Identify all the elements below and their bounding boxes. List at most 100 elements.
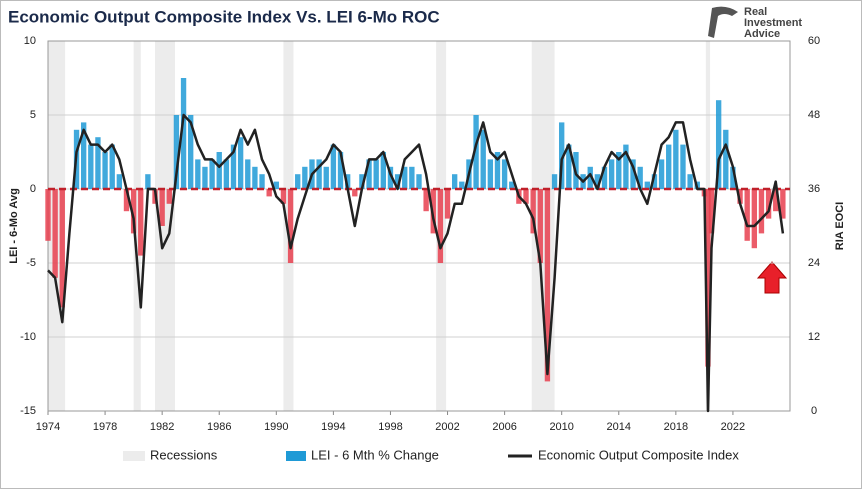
bar xyxy=(123,189,130,212)
bar xyxy=(102,152,108,189)
bar xyxy=(416,174,422,189)
bar xyxy=(509,181,515,189)
bar xyxy=(473,115,479,189)
bar xyxy=(494,152,501,189)
bar xyxy=(459,181,465,189)
bar xyxy=(252,166,258,189)
bar xyxy=(730,166,736,189)
bar xyxy=(287,189,294,263)
bar xyxy=(651,174,658,189)
line xyxy=(47,113,785,413)
x-tick-label: 1998 xyxy=(378,421,402,433)
bar xyxy=(188,115,194,189)
bar xyxy=(116,174,123,189)
bar xyxy=(387,166,394,189)
bar xyxy=(773,189,779,212)
y2-axis-label: RIA EOCI xyxy=(834,202,846,251)
logo-text: Real xyxy=(744,6,767,18)
y-tick-label: 0 xyxy=(30,183,36,195)
y-tick-label: -10 xyxy=(20,331,36,343)
bar xyxy=(316,159,322,189)
y2-tick-label: 0 xyxy=(811,405,817,417)
bar xyxy=(280,189,287,204)
bar xyxy=(230,144,237,189)
bar xyxy=(402,166,408,189)
bar xyxy=(544,189,551,382)
bar xyxy=(366,159,372,189)
y2-tick-label: 12 xyxy=(808,331,820,343)
bar xyxy=(409,166,415,189)
bar xyxy=(737,189,743,204)
bar xyxy=(52,189,58,278)
bar xyxy=(352,189,358,197)
bar xyxy=(195,159,201,189)
bar xyxy=(237,137,244,189)
bar xyxy=(566,144,572,189)
recession-band xyxy=(155,41,175,411)
bar xyxy=(138,189,144,256)
bar xyxy=(95,137,101,189)
bar xyxy=(594,174,601,189)
x-tick-label: 2006 xyxy=(492,421,516,433)
legend-label: LEI - 6 Mth % Change xyxy=(311,447,439,462)
bar xyxy=(708,189,715,234)
bar xyxy=(216,152,222,189)
recession-band xyxy=(133,41,141,411)
bar xyxy=(623,144,629,189)
bar xyxy=(687,174,693,189)
bar xyxy=(380,152,387,189)
bar xyxy=(166,189,172,204)
bar xyxy=(559,122,565,189)
bar xyxy=(359,174,365,189)
bar xyxy=(145,174,151,189)
bar xyxy=(373,159,379,189)
x-tick-label: 1978 xyxy=(93,421,117,433)
bar xyxy=(245,159,251,189)
y-axis-label: LEI - 6-Mo Avg xyxy=(8,188,20,264)
x-tick-label: 1994 xyxy=(321,421,345,433)
bar xyxy=(173,115,180,189)
bar xyxy=(344,174,351,189)
bar xyxy=(180,78,187,189)
bar xyxy=(444,189,451,219)
bar xyxy=(658,159,665,189)
bar xyxy=(394,174,401,189)
bar xyxy=(744,189,750,241)
y-tick-label: 10 xyxy=(24,35,36,47)
bar xyxy=(537,189,543,263)
bar xyxy=(666,144,672,189)
bar xyxy=(80,122,87,189)
bar xyxy=(45,189,51,241)
bar xyxy=(487,159,494,189)
y2-tick-label: 60 xyxy=(808,35,820,47)
bar xyxy=(295,174,301,189)
y2-tick-label: 48 xyxy=(808,109,820,121)
bar xyxy=(644,181,650,189)
y-tick-label: -15 xyxy=(20,405,36,417)
bar xyxy=(88,144,94,189)
chart-title: Economic Output Composite Index Vs. LEI … xyxy=(8,7,440,26)
bar xyxy=(551,174,558,189)
logo-text: Investment xyxy=(744,17,802,29)
bar xyxy=(616,152,622,189)
bar xyxy=(715,100,722,189)
bar xyxy=(223,159,230,189)
bar xyxy=(523,189,529,204)
bar xyxy=(451,174,458,189)
legend-swatch xyxy=(286,451,306,461)
x-tick-label: 2014 xyxy=(607,421,631,433)
bar xyxy=(209,159,215,189)
legend: Recessions LEI - 6 Mth % Change Economic O… xyxy=(123,447,739,462)
bar xyxy=(202,166,208,189)
bar xyxy=(423,189,429,212)
bar xyxy=(765,189,772,219)
logo-text: Advice xyxy=(744,28,780,40)
bar xyxy=(437,189,444,263)
bar xyxy=(758,189,765,234)
bar xyxy=(587,166,593,189)
bar xyxy=(337,152,344,189)
arrow xyxy=(756,261,788,294)
x-tick-label: 1990 xyxy=(264,421,288,433)
